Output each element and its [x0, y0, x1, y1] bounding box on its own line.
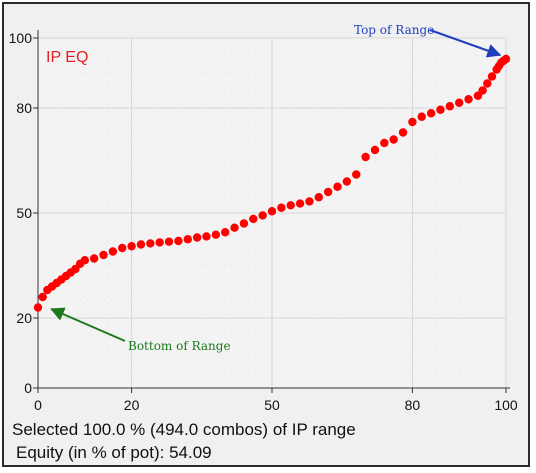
data-point	[211, 230, 221, 239]
data-point	[455, 98, 464, 107]
data-point	[174, 236, 183, 246]
data-point	[389, 135, 398, 144]
data-point	[183, 235, 192, 244]
y-tick-label: 80	[16, 100, 32, 116]
data-point	[295, 199, 305, 208]
data-point	[398, 128, 408, 137]
data-point	[33, 303, 43, 312]
data-point	[305, 197, 314, 206]
data-point	[99, 250, 108, 260]
data-point	[464, 95, 473, 104]
y-tick-label: 50	[16, 205, 32, 221]
data-point	[323, 187, 333, 197]
data-point	[38, 292, 47, 302]
y-tick-label: 100	[9, 30, 33, 46]
data-point	[314, 193, 323, 202]
data-point	[258, 211, 267, 220]
data-point	[370, 145, 380, 155]
x-tick-label: 80	[405, 397, 421, 413]
data-point	[436, 105, 445, 114]
data-point	[239, 219, 249, 228]
annotation-top-arrow	[429, 29, 502, 58]
data-point	[202, 232, 211, 241]
annotation-top-of-range: Top of Range	[354, 23, 434, 37]
data-point	[417, 112, 426, 121]
data-point	[445, 102, 455, 111]
y-tick-label: 0	[24, 380, 32, 396]
x-tick-label: 20	[124, 397, 140, 413]
data-point	[127, 242, 136, 251]
data-point	[230, 223, 239, 232]
data-point	[286, 201, 295, 210]
data-point	[221, 228, 230, 237]
annotation-bottom-of-range: Bottom of Range	[128, 339, 231, 353]
data-point	[155, 238, 164, 247]
series-label: IP EQ	[46, 49, 88, 66]
data-point	[408, 117, 417, 127]
data-point	[483, 79, 492, 88]
data-point	[118, 243, 127, 253]
data-point	[333, 182, 342, 191]
data-point	[136, 240, 146, 249]
data-point	[192, 233, 202, 242]
x-tick-label: 50	[264, 397, 280, 413]
annotation-bottom-arrow	[50, 307, 126, 342]
x-tick-label: 100	[494, 397, 518, 413]
data-point	[487, 72, 497, 81]
data-point	[89, 254, 99, 263]
data-point	[267, 207, 277, 216]
data-point	[380, 138, 389, 148]
data-point	[108, 247, 118, 256]
x-tick-label: 0	[34, 397, 42, 413]
y-tick-label: 20	[16, 310, 32, 326]
data-point	[426, 109, 436, 118]
data-point	[352, 170, 361, 179]
data-point	[80, 256, 90, 265]
data-point	[277, 203, 286, 212]
data-point	[342, 177, 352, 186]
data-point	[501, 54, 511, 64]
data-point	[146, 239, 155, 248]
selection-summary: Selected 100.0 % (494.0 combos) of IP ra…	[12, 420, 356, 439]
data-point	[249, 214, 258, 224]
data-point	[478, 86, 487, 95]
equity-summary: Equity (in % of pot): 54.09	[16, 443, 212, 462]
data-point	[361, 152, 370, 162]
data-point	[164, 237, 174, 246]
